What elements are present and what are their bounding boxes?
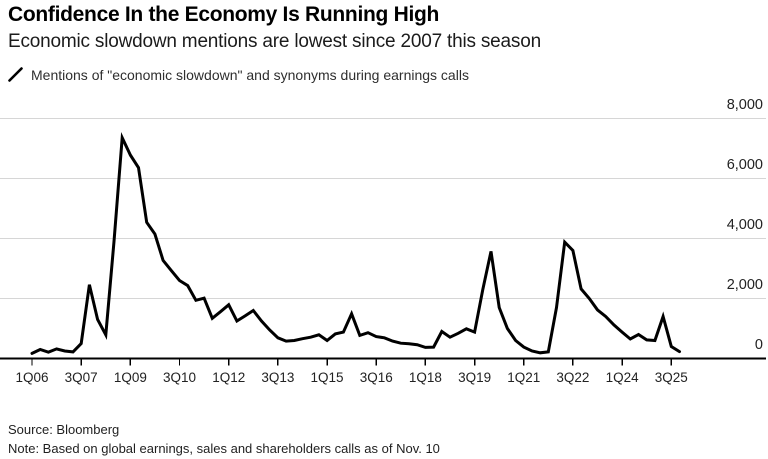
x-axis-label: 1Q24 [605, 370, 639, 385]
x-axis-label: 3Q19 [458, 370, 492, 385]
x-axis-label: 3Q10 [163, 370, 197, 385]
x-axis-label: 3Q07 [64, 370, 98, 385]
x-axis-label: 1Q18 [408, 370, 442, 385]
y-axis-label: 8,000 [726, 96, 763, 113]
x-axis-label: 1Q15 [310, 370, 344, 385]
chart-footnotes: Source: Bloomberg Note: Based on global … [8, 422, 440, 456]
x-axis-label: 1Q21 [507, 370, 541, 385]
line-series-swatch-icon [8, 67, 23, 82]
legend-label: Mentions of "economic slowdown" and syno… [31, 66, 469, 83]
y-axis-label: 2,000 [726, 276, 763, 293]
x-axis-label: 3Q25 [654, 370, 688, 385]
y-axis-label: 4,000 [726, 216, 763, 233]
legend: Mentions of "economic slowdown" and syno… [8, 66, 469, 83]
data-note: Note: Based on global earnings, sales an… [8, 441, 440, 456]
x-axis-label: 1Q09 [113, 370, 147, 385]
x-axis-label: 3Q22 [556, 370, 590, 385]
x-axis-label: 3Q16 [359, 370, 393, 385]
y-axis-label: 6,000 [726, 156, 763, 173]
x-axis-label: 3Q13 [261, 370, 295, 385]
source-note: Source: Bloomberg [8, 422, 120, 437]
y-axis-label: 0 [754, 336, 763, 353]
chart-subtitle: Economic slowdown mentions are lowest si… [8, 31, 541, 52]
x-axis-label: 1Q12 [212, 370, 246, 385]
chart-title: Confidence In the Economy Is Running Hig… [8, 3, 440, 26]
x-axis-label: 1Q06 [15, 370, 49, 385]
